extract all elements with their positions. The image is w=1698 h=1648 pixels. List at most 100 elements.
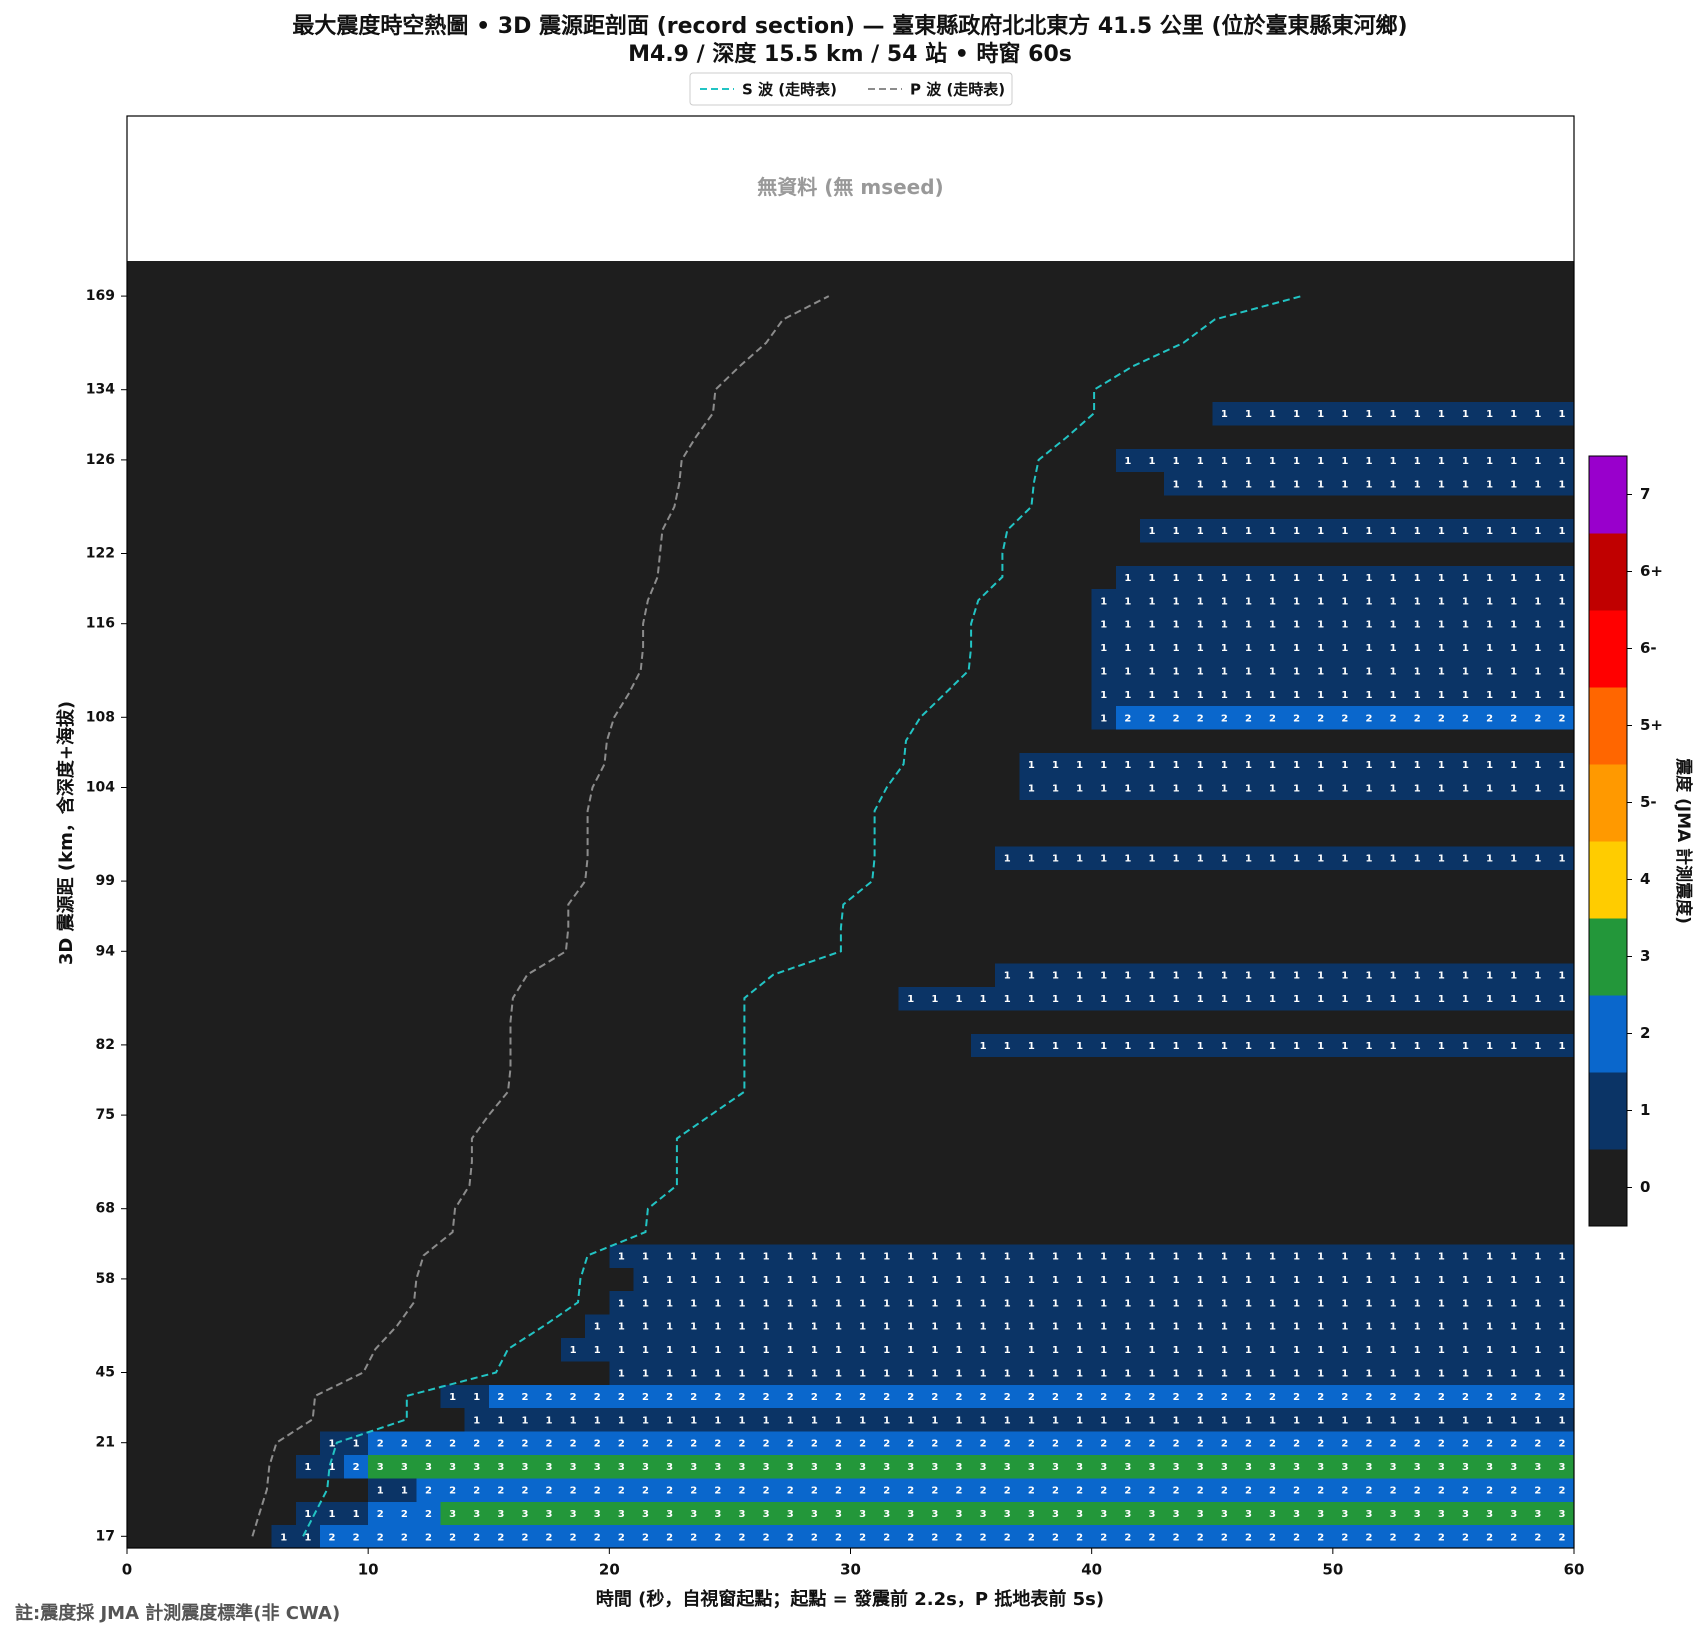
heatmap-cell [898,284,924,309]
cell-label: 1 [1100,620,1107,631]
cell-label: 1 [1462,596,1469,607]
heatmap-cell [1284,1477,1310,1502]
heatmap-cell [1212,1360,1237,1385]
cell-label: 1 [1558,1298,1565,1309]
heatmap-cell [802,1454,827,1479]
cell-label: 1 [666,1322,673,1333]
heatmap-cell [633,963,659,987]
heatmap-cell [1067,1243,1093,1268]
cell-label: 3 [714,1509,721,1520]
heatmap-cell [1091,1150,1117,1175]
heatmap-cell [922,261,948,285]
heatmap-cell [1115,892,1141,917]
cell-label: 1 [1510,1369,1517,1380]
heatmap-cell [344,1431,369,1455]
heatmap-cell [1356,1126,1382,1151]
heatmap-cell [368,1243,393,1268]
heatmap-cell [1139,635,1165,660]
heatmap-cell [1236,963,1262,987]
heatmap-cell [1549,963,1575,987]
cell-label: 1 [980,1415,987,1426]
cell-label: 2 [1486,713,1493,724]
heatmap-cell [1332,1314,1358,1338]
heatmap-cell [1429,612,1455,636]
heatmap-cell [850,635,876,660]
heatmap-cell [1236,378,1262,402]
heatmap-cell [1308,1150,1334,1175]
heatmap-cell [488,1431,514,1455]
heatmap-cell [536,518,562,543]
heatmap-cell [1381,963,1406,987]
heatmap-cell [175,448,200,473]
heatmap-cell [609,495,635,519]
heatmap-cell [271,261,297,285]
cell-label: 1 [1076,971,1083,982]
heatmap-cell [536,1384,562,1409]
heatmap-cell [971,495,996,519]
heatmap-cell [1236,775,1262,800]
heatmap-cell [151,541,176,566]
heatmap-cell [1019,635,1045,660]
cell-label: 1 [859,1345,866,1356]
heatmap-cell [1139,729,1165,753]
heatmap-cell [1043,1243,1069,1268]
cell-label: 1 [1148,620,1155,631]
cell-label: 1 [1438,526,1445,537]
heatmap-cell [1429,963,1455,987]
heatmap-cell [512,1454,538,1479]
heatmap-cell [657,1080,683,1104]
cell-label: 2 [1245,713,1252,724]
heatmap-cell [175,1384,200,1409]
heatmap-cell [609,448,635,473]
heatmap-cell [295,1524,321,1549]
cell-label: 3 [1366,1509,1373,1520]
heatmap-cell [826,612,852,636]
cell-label: 1 [883,1415,890,1426]
cell-label: 1 [1462,573,1469,584]
heatmap-cell [1260,658,1286,683]
heatmap-cell [1356,1243,1382,1268]
cell-label: 1 [377,1486,384,1497]
heatmap-cell [1212,729,1237,753]
cell-label: 1 [1366,456,1373,467]
heatmap-cell [778,1103,803,1128]
heatmap-cell [368,1080,393,1104]
heatmap-cell [127,1173,152,1198]
heatmap-cell [898,1407,924,1432]
heatmap-cell [1381,1150,1406,1175]
cell-label: 1 [1438,971,1445,982]
heatmap-cell [681,378,707,402]
heatmap-cell [151,448,176,473]
heatmap-cell [151,1243,176,1268]
heatmap-cell [247,307,273,332]
cell-label: 1 [1317,479,1324,490]
heatmap-cell [1501,1337,1527,1362]
heatmap-cell [1549,892,1575,917]
cell-label: 1 [1245,854,1252,865]
cell-label: 2 [666,1392,673,1403]
heatmap-cell [1091,775,1117,800]
heatmap-cell [1453,1173,1479,1198]
heatmap-cell [609,541,635,566]
heatmap-cell [199,1407,225,1432]
heatmap-cell [705,284,731,309]
heatmap-cell [1139,1009,1165,1034]
heatmap-cell [1188,1033,1213,1058]
heatmap-cell [729,331,755,356]
heatmap-cell [199,471,225,496]
heatmap-cell [609,471,635,496]
heatmap-cell [344,1243,369,1268]
heatmap-cell [368,541,393,566]
heatmap-cell [1019,1056,1045,1081]
heatmap-cell [464,1173,490,1198]
heatmap-cell [440,1477,466,1502]
heatmap-cell [826,1103,852,1128]
cell-label: 3 [1076,1509,1083,1520]
heatmap-cell [1356,1009,1382,1034]
heatmap-cell [151,705,176,730]
heatmap-cell [1115,518,1141,543]
heatmap-cell [995,1220,1020,1245]
cell-label: 2 [883,1532,890,1543]
heatmap-cell [922,518,948,543]
cell-label: 2 [1076,1486,1083,1497]
